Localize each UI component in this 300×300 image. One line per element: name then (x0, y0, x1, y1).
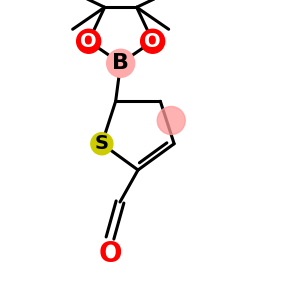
Circle shape (91, 133, 113, 155)
Text: O: O (80, 32, 97, 51)
Circle shape (157, 106, 185, 134)
Text: B: B (112, 53, 129, 73)
Text: O: O (98, 240, 122, 268)
Circle shape (107, 49, 135, 77)
Circle shape (141, 29, 165, 53)
Circle shape (77, 29, 101, 53)
Text: S: S (95, 134, 109, 153)
Text: O: O (144, 32, 161, 51)
